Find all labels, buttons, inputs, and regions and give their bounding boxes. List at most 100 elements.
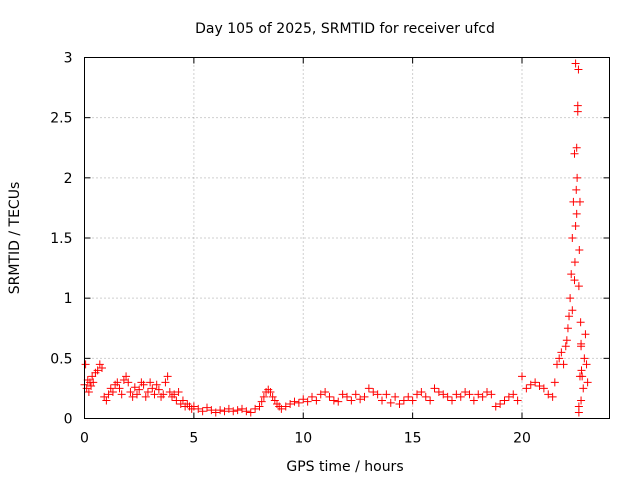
data-point — [113, 378, 122, 387]
data-point — [255, 402, 264, 411]
data-point — [369, 388, 378, 397]
data-point — [452, 390, 461, 399]
data-point — [576, 318, 585, 327]
data-point — [165, 388, 174, 397]
data-point — [259, 392, 268, 401]
data-point — [152, 380, 161, 389]
data-point — [95, 360, 104, 369]
data-point — [161, 378, 170, 387]
data-point — [570, 276, 579, 285]
data-point — [117, 390, 126, 399]
data-point — [81, 360, 90, 369]
data-point — [246, 408, 255, 417]
tick-labels: 0 5 10 15 20 0 0.5 1 1.5 2 2.5 3 — [50, 51, 531, 447]
data-point — [150, 390, 159, 399]
data-point — [89, 378, 98, 387]
data-point — [203, 403, 211, 412]
data-point — [270, 396, 279, 405]
data-point — [194, 404, 203, 413]
data-point — [483, 388, 491, 397]
y-tick-label: 3 — [64, 51, 73, 67]
data-point — [448, 396, 456, 405]
data-point — [148, 384, 157, 393]
data-point — [562, 336, 571, 345]
data-point — [478, 392, 487, 401]
data-point — [216, 406, 225, 415]
data-point — [174, 388, 183, 397]
data-point — [386, 398, 395, 407]
data-point — [577, 396, 586, 405]
data-point — [555, 354, 564, 363]
data-point — [154, 385, 163, 394]
data-point — [290, 397, 299, 406]
data-point — [465, 390, 474, 399]
data-point — [106, 384, 115, 393]
data-point — [439, 390, 448, 399]
data-point — [224, 404, 233, 413]
axis-ticks — [84, 57, 610, 419]
x-axis-label: GPS time / hours — [286, 459, 403, 475]
data-point — [561, 342, 570, 351]
data-point — [189, 402, 198, 411]
data-point — [443, 392, 452, 401]
data-point — [343, 392, 351, 401]
y-tick-label: 0.5 — [50, 351, 72, 367]
data-point — [102, 396, 111, 405]
x-tick-label: 15 — [404, 431, 422, 447]
data-point — [572, 185, 581, 194]
data-point — [124, 378, 133, 387]
x-tick-label: 20 — [513, 431, 531, 447]
data-point — [434, 388, 443, 397]
data-point — [334, 397, 343, 406]
data-point — [565, 312, 574, 321]
data-point — [382, 390, 391, 399]
data-point — [570, 258, 579, 267]
data-point — [574, 402, 583, 411]
data-point — [321, 388, 330, 397]
data-point — [84, 388, 93, 397]
y-tick-label: 2.5 — [50, 111, 72, 127]
data-point — [242, 407, 251, 416]
data-point — [329, 396, 338, 405]
data-point — [93, 366, 102, 375]
data-point — [577, 339, 586, 348]
data-point — [491, 402, 500, 411]
data-point — [281, 402, 290, 411]
data-point — [550, 378, 559, 387]
data-point — [421, 392, 430, 401]
data-point — [583, 378, 592, 387]
data-point — [456, 392, 465, 401]
y-axis-label: SRMTID / TECUs — [7, 182, 23, 295]
data-point — [469, 396, 478, 405]
data-point — [581, 330, 590, 339]
data-point — [251, 404, 260, 413]
y-tick-label: 1 — [64, 291, 73, 307]
data-point — [351, 390, 360, 399]
data-point — [146, 378, 155, 387]
data-point — [198, 407, 207, 416]
data-point — [338, 390, 347, 399]
data-point — [325, 392, 334, 401]
data-point — [568, 306, 577, 315]
data-point — [170, 390, 179, 399]
data-point — [572, 143, 581, 152]
data-point — [570, 149, 579, 158]
data-point — [257, 397, 266, 406]
data-point — [500, 396, 509, 405]
data-point — [574, 65, 583, 74]
data-point — [518, 372, 526, 381]
data-point — [399, 396, 408, 405]
data-point — [563, 324, 572, 333]
data-point — [577, 366, 586, 375]
data-point — [572, 209, 581, 218]
data-point — [229, 407, 238, 416]
data-point — [544, 390, 553, 399]
data-point — [391, 392, 400, 401]
data-point — [513, 396, 522, 405]
data-point — [139, 380, 148, 389]
data-point — [575, 197, 584, 206]
data-point — [378, 396, 386, 405]
data-point — [104, 390, 113, 399]
data-point — [574, 282, 583, 291]
